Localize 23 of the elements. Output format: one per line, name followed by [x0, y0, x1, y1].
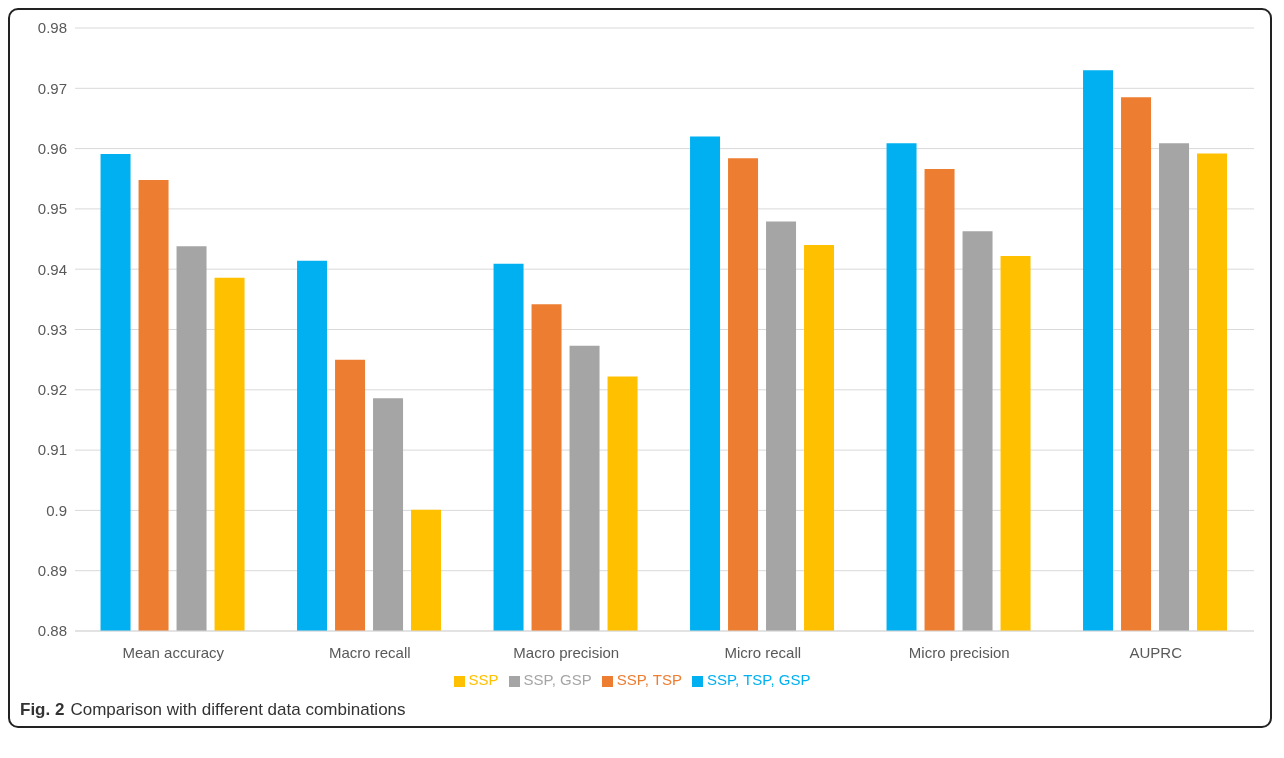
legend-label: SSP, GSP	[523, 671, 592, 688]
y-tick-label: 0.98	[37, 19, 67, 37]
y-tick-label: 0.95	[37, 200, 67, 218]
y-tick-label: 0.96	[37, 139, 67, 157]
y-tick-label: 0.88	[37, 622, 67, 640]
x-tick-label: AUPRC	[1129, 643, 1183, 661]
x-tick-label: Macro recall	[328, 643, 411, 661]
y-tick-label: 0.9	[46, 501, 67, 519]
y-tick-label: 0.93	[37, 320, 67, 338]
x-tick-label: Micro recall	[724, 643, 802, 661]
x-tick-label: Macro precision	[513, 643, 620, 661]
caption: Fig. 2	[20, 700, 65, 719]
x-tick-label: Micro precision	[908, 643, 1010, 661]
y-tick-label: 0.94	[37, 260, 67, 278]
y-tick-label: 0.97	[37, 79, 67, 97]
legend-label: SSP, TSP	[616, 671, 683, 688]
text: Comparison with different data combinations	[70, 700, 406, 719]
y-tick-label: 0.92	[37, 381, 67, 399]
y-tick-label: 0.91	[37, 441, 67, 459]
y-tick-label: 0.89	[37, 562, 67, 580]
x-tick-label: Mean accuracy	[122, 643, 225, 661]
legend-label: SSP, TSP, GSP	[707, 671, 811, 688]
legend-label: SSP	[468, 671, 499, 688]
